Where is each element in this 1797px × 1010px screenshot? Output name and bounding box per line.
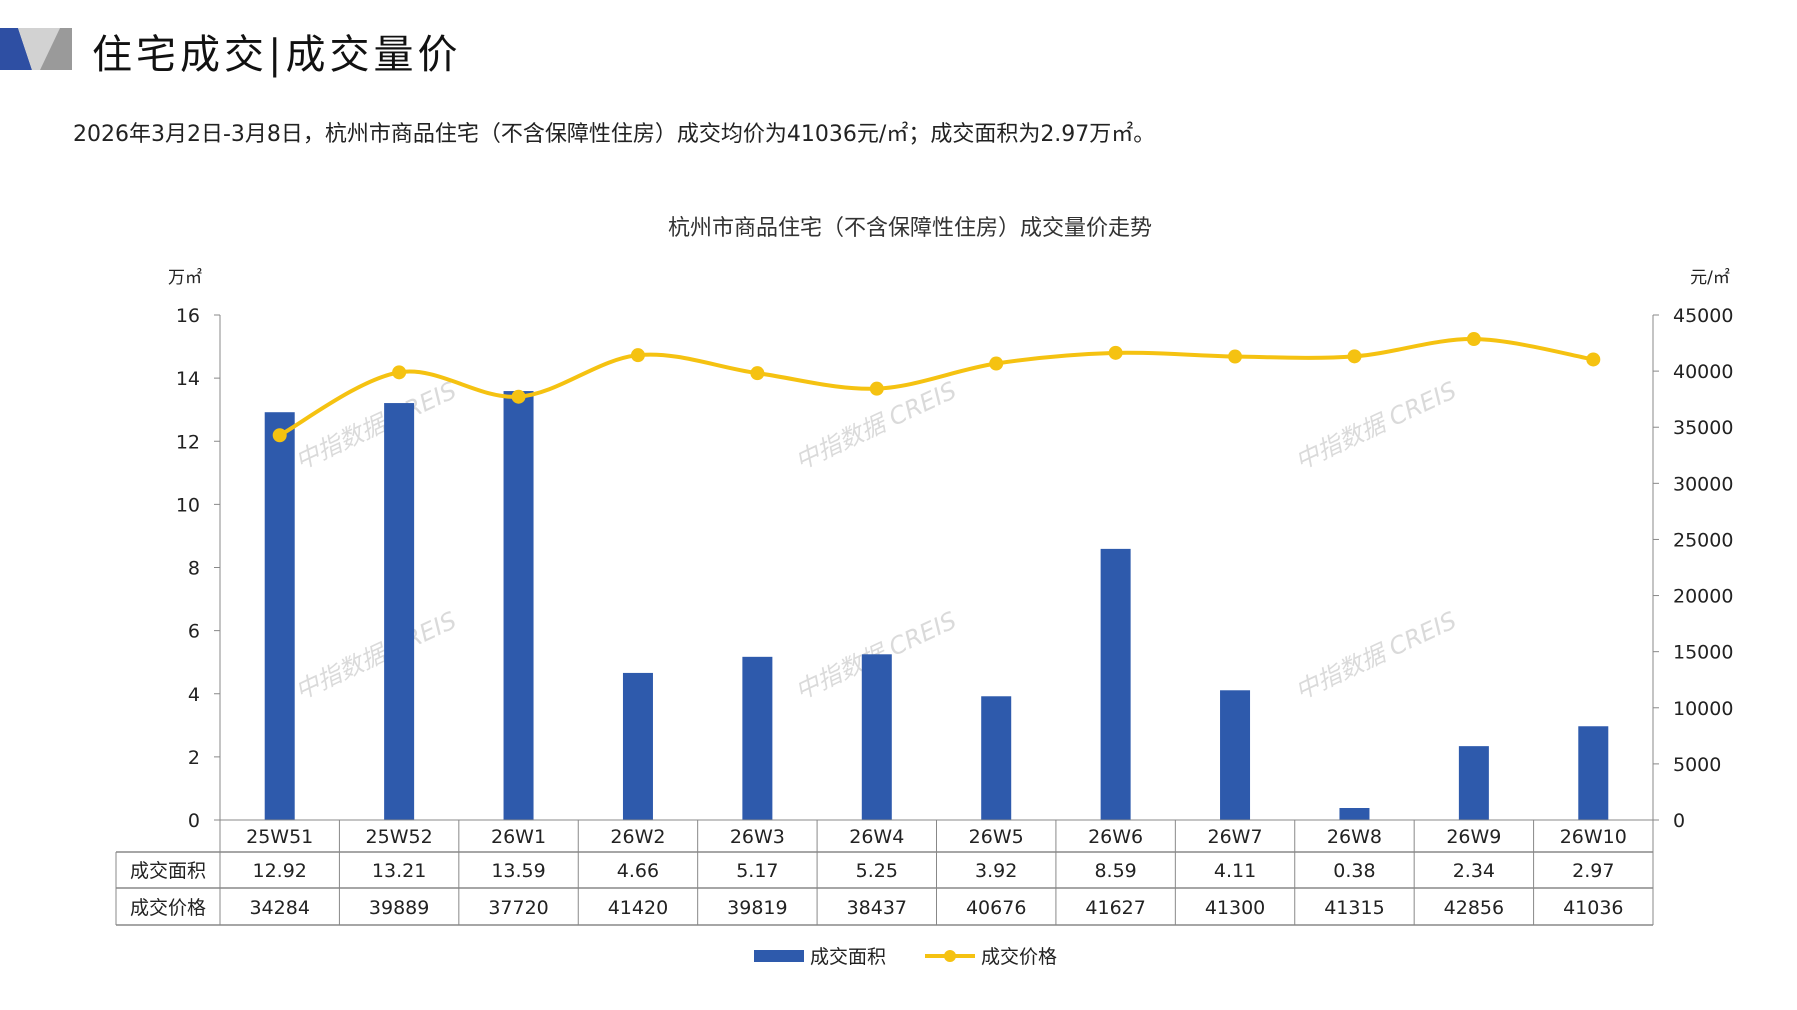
bar-26W9	[1458, 746, 1489, 820]
price-point-26W9	[1466, 332, 1481, 347]
right-tick-label: 5000	[1673, 754, 1721, 776]
right-tick-label: 30000	[1673, 473, 1733, 495]
left-tick-label: 16	[176, 305, 200, 327]
bar-26W5	[981, 696, 1012, 820]
right-tick-label: 25000	[1673, 529, 1733, 551]
right-tick-label: 45000	[1673, 305, 1733, 327]
bar-26W6	[1100, 548, 1131, 820]
price-value: 41315	[1324, 897, 1384, 919]
watermark: 中指数据 CREIS	[1291, 606, 1461, 705]
bar-25W52	[384, 403, 415, 820]
left-axis-label: 万㎡	[168, 268, 202, 288]
price-value: 42856	[1444, 897, 1504, 919]
brand-logo	[0, 28, 72, 70]
left-tick-label: 0	[188, 810, 200, 832]
area-value: 4.11	[1214, 860, 1256, 882]
bar-26W1	[503, 391, 534, 820]
category-label: 26W8	[1327, 826, 1382, 848]
category-label: 25W51	[246, 826, 313, 848]
legend-area-label: 成交面积	[810, 946, 886, 968]
legend-area-swatch	[754, 950, 804, 962]
left-tick-label: 6	[188, 621, 200, 643]
price-point-26W7	[1228, 349, 1243, 364]
area-value: 13.59	[491, 860, 545, 882]
right-tick-label: 40000	[1673, 361, 1733, 383]
category-label: 26W9	[1446, 826, 1501, 848]
summary-text: 2026年3月2日-3月8日，杭州市商品住宅（不含保障性住房）成交均价为4103…	[73, 122, 1156, 147]
price-point-25W52	[392, 365, 407, 380]
area-value: 13.21	[372, 860, 426, 882]
watermark: 中指数据 CREIS	[291, 376, 461, 475]
category-label: 26W1	[491, 826, 546, 848]
bar-26W8	[1339, 808, 1370, 820]
area-value: 5.25	[856, 860, 898, 882]
right-tick-label: 10000	[1673, 698, 1733, 720]
price-value: 41627	[1085, 897, 1145, 919]
right-tick-label: 15000	[1673, 642, 1733, 664]
area-value: 2.97	[1572, 860, 1614, 882]
category-label: 26W3	[730, 826, 785, 848]
price-point-26W10	[1586, 352, 1601, 367]
watermark: 中指数据 CREIS	[1291, 376, 1461, 475]
left-tick-label: 8	[188, 558, 200, 580]
price-value: 39889	[369, 897, 429, 919]
area-value: 3.92	[975, 860, 1017, 882]
page-title: 住宅成交|成交量价	[92, 32, 462, 78]
category-label: 26W7	[1208, 826, 1263, 848]
bar-26W10	[1578, 726, 1609, 820]
area-value: 12.92	[253, 860, 307, 882]
category-label: 26W5	[969, 826, 1024, 848]
bar-26W3	[742, 656, 773, 820]
category-label: 26W6	[1088, 826, 1143, 848]
watermark: 中指数据 CREIS	[291, 606, 461, 705]
area-value: 0.38	[1333, 860, 1375, 882]
right-axis-label: 元/㎡	[1690, 268, 1730, 288]
price-point-26W6	[1108, 345, 1123, 360]
bar-26W2	[622, 672, 653, 820]
left-tick-label: 10	[176, 494, 200, 516]
table-row-header-price: 成交价格	[130, 897, 206, 919]
right-tick-label: 35000	[1673, 417, 1733, 439]
bar-25W51	[264, 412, 295, 820]
price-value: 34284	[249, 897, 309, 919]
left-tick-label: 12	[176, 431, 200, 453]
price-value: 38437	[847, 897, 907, 919]
category-label: 26W4	[849, 826, 904, 848]
left-tick-label: 2	[188, 747, 200, 769]
category-label: 26W10	[1560, 826, 1627, 848]
price-value: 37720	[488, 897, 548, 919]
price-point-26W1	[511, 389, 526, 404]
price-point-26W5	[989, 356, 1004, 371]
price-value: 40676	[966, 897, 1026, 919]
price-point-25W51	[272, 428, 287, 443]
area-value: 2.34	[1453, 860, 1495, 882]
table-row-header-area: 成交面积	[130, 860, 206, 882]
price-value: 41036	[1563, 897, 1623, 919]
right-tick-label: 20000	[1673, 586, 1733, 608]
area-value: 4.66	[617, 860, 659, 882]
legend-price-marker	[944, 950, 956, 962]
area-value: 5.17	[736, 860, 778, 882]
right-tick-label: 0	[1673, 810, 1685, 832]
price-value: 41300	[1205, 897, 1265, 919]
price-value: 41420	[608, 897, 668, 919]
price-line	[278, 337, 1594, 438]
price-value: 39819	[727, 897, 787, 919]
left-tick-label: 4	[188, 684, 200, 706]
legend-price-label: 成交价格	[981, 946, 1057, 968]
chart-title: 杭州市商品住宅（不含保障性住房）成交量价走势	[668, 216, 1152, 241]
price-point-26W3	[750, 366, 765, 381]
bar-26W7	[1220, 690, 1251, 820]
price-point-26W8	[1347, 349, 1362, 364]
price-point-26W2	[630, 348, 645, 363]
category-label: 26W2	[610, 826, 665, 848]
area-value: 8.59	[1094, 860, 1136, 882]
left-tick-label: 14	[176, 368, 200, 390]
category-label: 25W52	[366, 826, 433, 848]
bar-26W4	[861, 654, 892, 820]
price-point-26W4	[869, 381, 884, 396]
